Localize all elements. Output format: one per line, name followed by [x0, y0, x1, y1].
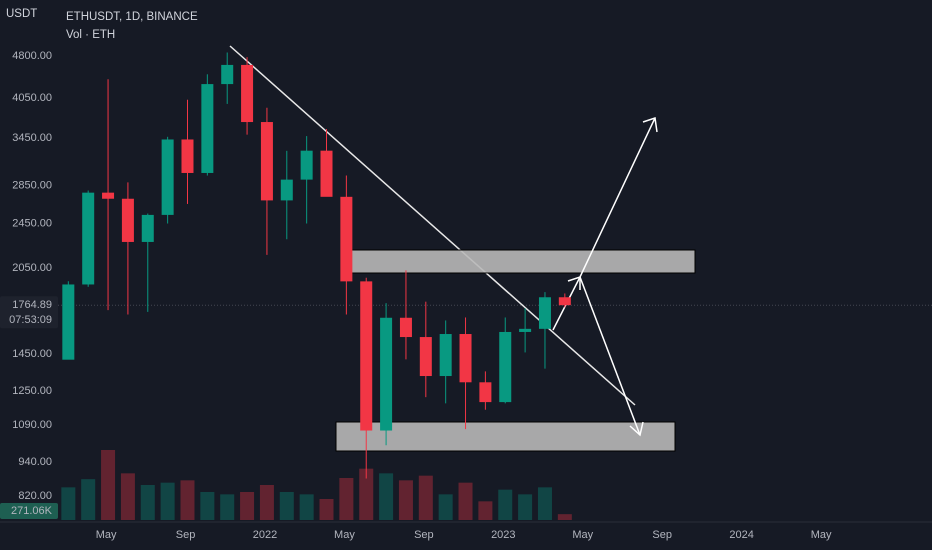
- x-tick-label: Sep: [176, 529, 196, 541]
- volume-bar: [438, 494, 453, 520]
- drawings: [229, 45, 696, 452]
- candle-body: [260, 122, 273, 201]
- y-tick-label: 1090.00: [12, 419, 52, 431]
- x-tick-label: 2023: [491, 529, 515, 541]
- candle-body: [161, 139, 174, 215]
- candle-body: [538, 297, 551, 329]
- candle-body: [340, 196, 353, 282]
- volume-bar: [61, 487, 76, 520]
- x-tick-label: Sep: [652, 529, 672, 541]
- y-tick-label: 4800.00: [12, 50, 52, 62]
- volume-bar: [160, 482, 175, 520]
- last-price-label: 1764.89: [12, 299, 52, 311]
- volume-bar: [220, 494, 235, 520]
- candle-body: [280, 179, 293, 201]
- support-zone: [335, 421, 676, 452]
- y-tick-label: 3450.00: [12, 132, 52, 144]
- volume-bar: [398, 480, 413, 520]
- volume-bar: [279, 492, 294, 520]
- y-tick-label: 1250.00: [12, 385, 52, 397]
- volume-title: Vol · ETH: [66, 29, 115, 41]
- candle-body: [360, 281, 373, 431]
- candle-body: [141, 214, 154, 242]
- volume-bar: [319, 499, 334, 520]
- candle-body: [241, 64, 254, 123]
- candle-body: [121, 198, 134, 242]
- volume-bar: [557, 514, 572, 520]
- volume-bar: [518, 494, 533, 520]
- volume-bar: [140, 485, 155, 520]
- y-tick-label: 820.00: [18, 490, 52, 502]
- price-badge: [0, 296, 58, 329]
- candle-body: [201, 84, 214, 173]
- trend-line: [229, 45, 636, 406]
- x-tick-label: 2024: [729, 529, 753, 541]
- volume-bar: [299, 494, 314, 520]
- volume-bar: [537, 487, 552, 520]
- candle-body: [320, 150, 333, 197]
- x-tick-label: May: [96, 529, 117, 541]
- candle-body: [221, 64, 234, 85]
- candle-body: [380, 317, 393, 431]
- volume-bar: [379, 473, 394, 520]
- candle-body: [399, 317, 412, 338]
- x-tick-label: Sep: [414, 529, 434, 541]
- x-tick-label: 2022: [253, 529, 277, 541]
- volume-bar: [259, 485, 274, 520]
- volume-bar: [498, 489, 513, 520]
- arrow-head: [629, 421, 644, 437]
- volume-bar: [120, 473, 135, 520]
- x-tick-label: May: [334, 529, 355, 541]
- y-tick-label: 4050.00: [12, 92, 52, 104]
- volume-badge: [0, 503, 58, 519]
- arrow-head: [642, 117, 658, 133]
- candle-body: [300, 150, 313, 180]
- candle-body: [82, 192, 95, 285]
- candle-body: [558, 297, 571, 306]
- candle-body: [519, 328, 532, 332]
- currency-label: USDT: [6, 8, 37, 20]
- candle-body: [459, 334, 472, 383]
- volume-bar: [240, 492, 255, 520]
- candle-body: [62, 284, 75, 360]
- x-tick-label: May: [811, 529, 832, 541]
- y-tick-label: 2450.00: [12, 217, 52, 229]
- y-tick-label: 940.00: [18, 456, 52, 468]
- volume-bar: [200, 492, 215, 520]
- symbol-title: ETHUSDT, 1D, BINANCE: [66, 11, 198, 23]
- volume-bar: [339, 478, 354, 520]
- candle-body: [479, 382, 492, 403]
- y-tick-label: 2050.00: [12, 262, 52, 274]
- candle-body: [499, 331, 512, 403]
- volume-bar: [359, 468, 374, 520]
- y-tick-label: 2850.00: [12, 180, 52, 192]
- candle-body: [439, 334, 452, 377]
- volume-bar: [180, 480, 195, 520]
- candle-body: [181, 139, 194, 173]
- candle-body: [102, 192, 115, 199]
- volume-bar: [101, 450, 116, 520]
- candle-body: [419, 337, 432, 377]
- x-tick-label: May: [572, 529, 593, 541]
- volume-label: 271.06K: [11, 505, 53, 517]
- volume-bar: [478, 501, 493, 520]
- volume-bar: [458, 482, 473, 520]
- volume-bar: [81, 479, 96, 520]
- volume-bar: [418, 475, 433, 520]
- projection-arrow-down: [579, 276, 641, 436]
- countdown-label: 07:53:09: [9, 314, 52, 326]
- y-tick-label: 1450.00: [12, 348, 52, 360]
- resistance-zone: [345, 249, 696, 274]
